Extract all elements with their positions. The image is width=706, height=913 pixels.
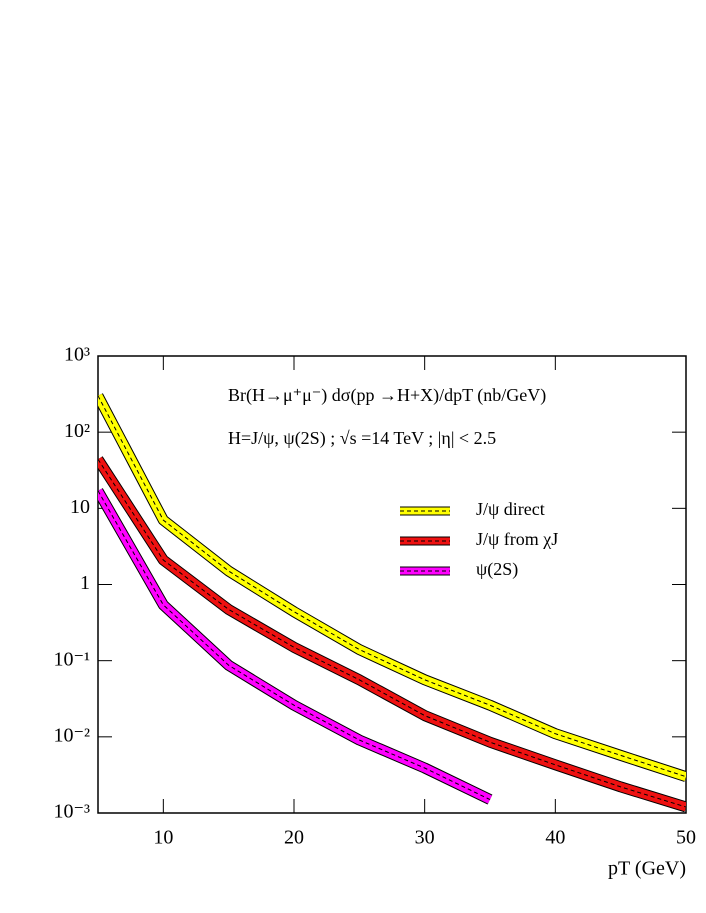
- y-tick-label: 10⁻²: [53, 724, 90, 746]
- x-tick-label: 30: [415, 827, 435, 849]
- band: [98, 393, 686, 781]
- central-line: [98, 395, 686, 778]
- y-tick-label: 10⁻¹: [53, 648, 90, 670]
- annotation: H=J/ψ, ψ(2S) ; √s =14 TeV ; |η| < 2.5: [228, 428, 496, 449]
- y-tick-label: 10³: [64, 344, 90, 366]
- x-tick-label: 40: [545, 827, 565, 849]
- central-line: [98, 490, 491, 801]
- legend-label: J/ψ from χJ: [476, 529, 558, 549]
- plot-area: [98, 393, 686, 813]
- y-tick-label: 1: [80, 572, 90, 594]
- y-tick-label: 10²: [64, 420, 90, 442]
- legend-label: J/ψ direct: [476, 499, 545, 519]
- x-tick-label: 10: [153, 827, 173, 849]
- y-tick-label: 10⁻³: [53, 801, 90, 823]
- y-tick-label: 10: [70, 496, 90, 518]
- band-outline: [98, 393, 686, 782]
- x-tick-label: 20: [284, 827, 304, 849]
- legend-label: ψ(2S): [476, 559, 518, 580]
- annotation: Br(H→μ⁺μ⁻) dσ(pp →H+X)/dpT (nb/GeV): [228, 385, 546, 406]
- central-line: [98, 459, 686, 808]
- x-tick-label: 50: [676, 827, 696, 849]
- x-axis-label: pT (GeV): [608, 858, 686, 880]
